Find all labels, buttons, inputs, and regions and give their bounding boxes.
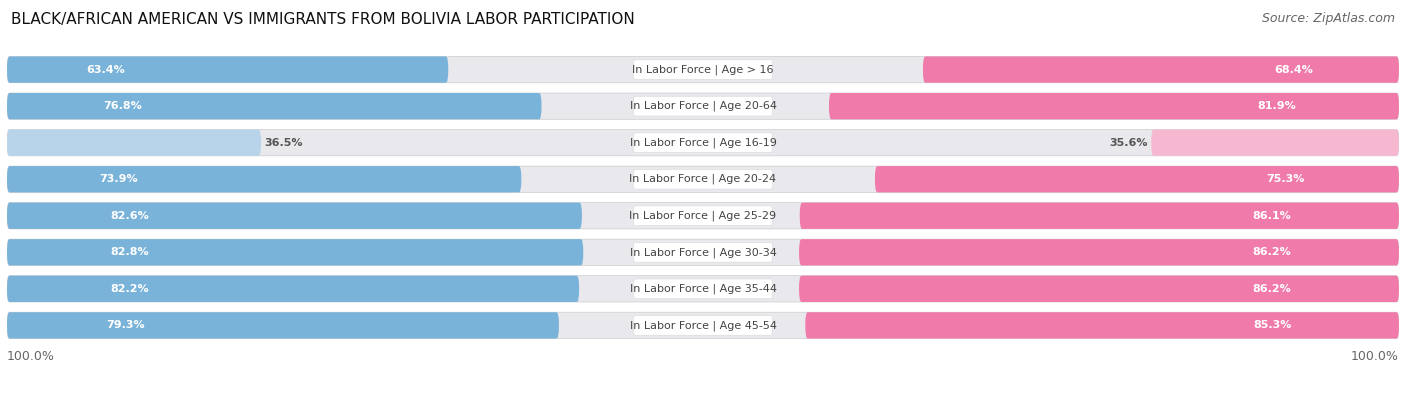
FancyBboxPatch shape xyxy=(922,56,1399,83)
FancyBboxPatch shape xyxy=(7,203,582,229)
FancyBboxPatch shape xyxy=(806,312,1399,339)
FancyBboxPatch shape xyxy=(7,312,1399,339)
Text: In Labor Force | Age 25-29: In Labor Force | Age 25-29 xyxy=(630,211,776,221)
Text: In Labor Force | Age 20-64: In Labor Force | Age 20-64 xyxy=(630,101,776,111)
Text: Source: ZipAtlas.com: Source: ZipAtlas.com xyxy=(1261,12,1395,25)
Text: In Labor Force | Age 30-34: In Labor Force | Age 30-34 xyxy=(630,247,776,258)
Text: In Labor Force | Age 45-54: In Labor Force | Age 45-54 xyxy=(630,320,776,331)
FancyBboxPatch shape xyxy=(633,206,773,226)
FancyBboxPatch shape xyxy=(7,276,1399,302)
FancyBboxPatch shape xyxy=(633,279,773,299)
FancyBboxPatch shape xyxy=(799,239,1399,265)
FancyBboxPatch shape xyxy=(633,133,773,152)
FancyBboxPatch shape xyxy=(7,130,262,156)
Text: 81.9%: 81.9% xyxy=(1257,101,1296,111)
Text: BLACK/AFRICAN AMERICAN VS IMMIGRANTS FROM BOLIVIA LABOR PARTICIPATION: BLACK/AFRICAN AMERICAN VS IMMIGRANTS FRO… xyxy=(11,12,636,27)
Text: 82.2%: 82.2% xyxy=(110,284,149,294)
FancyBboxPatch shape xyxy=(1152,130,1399,156)
Text: 76.8%: 76.8% xyxy=(103,101,142,111)
Text: 73.9%: 73.9% xyxy=(100,174,138,184)
FancyBboxPatch shape xyxy=(7,56,1399,83)
FancyBboxPatch shape xyxy=(633,243,773,262)
FancyBboxPatch shape xyxy=(7,203,1399,229)
FancyBboxPatch shape xyxy=(7,93,1399,119)
Text: 63.4%: 63.4% xyxy=(86,65,125,75)
Text: 100.0%: 100.0% xyxy=(1351,350,1399,363)
FancyBboxPatch shape xyxy=(7,276,579,302)
Text: In Labor Force | Age > 16: In Labor Force | Age > 16 xyxy=(633,64,773,75)
FancyBboxPatch shape xyxy=(7,93,541,119)
Text: 86.2%: 86.2% xyxy=(1253,247,1291,257)
FancyBboxPatch shape xyxy=(7,166,1399,192)
Text: In Labor Force | Age 20-24: In Labor Force | Age 20-24 xyxy=(630,174,776,184)
Text: 86.2%: 86.2% xyxy=(1253,284,1291,294)
FancyBboxPatch shape xyxy=(7,239,1399,265)
Text: 79.3%: 79.3% xyxy=(107,320,145,330)
Text: 68.4%: 68.4% xyxy=(1274,65,1313,75)
FancyBboxPatch shape xyxy=(633,169,773,189)
Text: 82.6%: 82.6% xyxy=(111,211,149,221)
FancyBboxPatch shape xyxy=(875,166,1399,192)
FancyBboxPatch shape xyxy=(633,60,773,79)
Text: 100.0%: 100.0% xyxy=(7,350,55,363)
FancyBboxPatch shape xyxy=(7,166,522,192)
FancyBboxPatch shape xyxy=(7,56,449,83)
Text: In Labor Force | Age 35-44: In Labor Force | Age 35-44 xyxy=(630,284,776,294)
FancyBboxPatch shape xyxy=(7,312,560,339)
Text: 86.1%: 86.1% xyxy=(1253,211,1291,221)
FancyBboxPatch shape xyxy=(799,276,1399,302)
Text: In Labor Force | Age 16-19: In Labor Force | Age 16-19 xyxy=(630,137,776,148)
FancyBboxPatch shape xyxy=(633,96,773,116)
Text: 82.8%: 82.8% xyxy=(111,247,149,257)
Text: 35.6%: 35.6% xyxy=(1109,138,1147,148)
FancyBboxPatch shape xyxy=(633,316,773,335)
Text: 36.5%: 36.5% xyxy=(264,138,304,148)
FancyBboxPatch shape xyxy=(7,130,1399,156)
Text: 75.3%: 75.3% xyxy=(1267,174,1305,184)
FancyBboxPatch shape xyxy=(7,239,583,265)
Text: 85.3%: 85.3% xyxy=(1254,320,1292,330)
FancyBboxPatch shape xyxy=(830,93,1399,119)
FancyBboxPatch shape xyxy=(800,203,1399,229)
